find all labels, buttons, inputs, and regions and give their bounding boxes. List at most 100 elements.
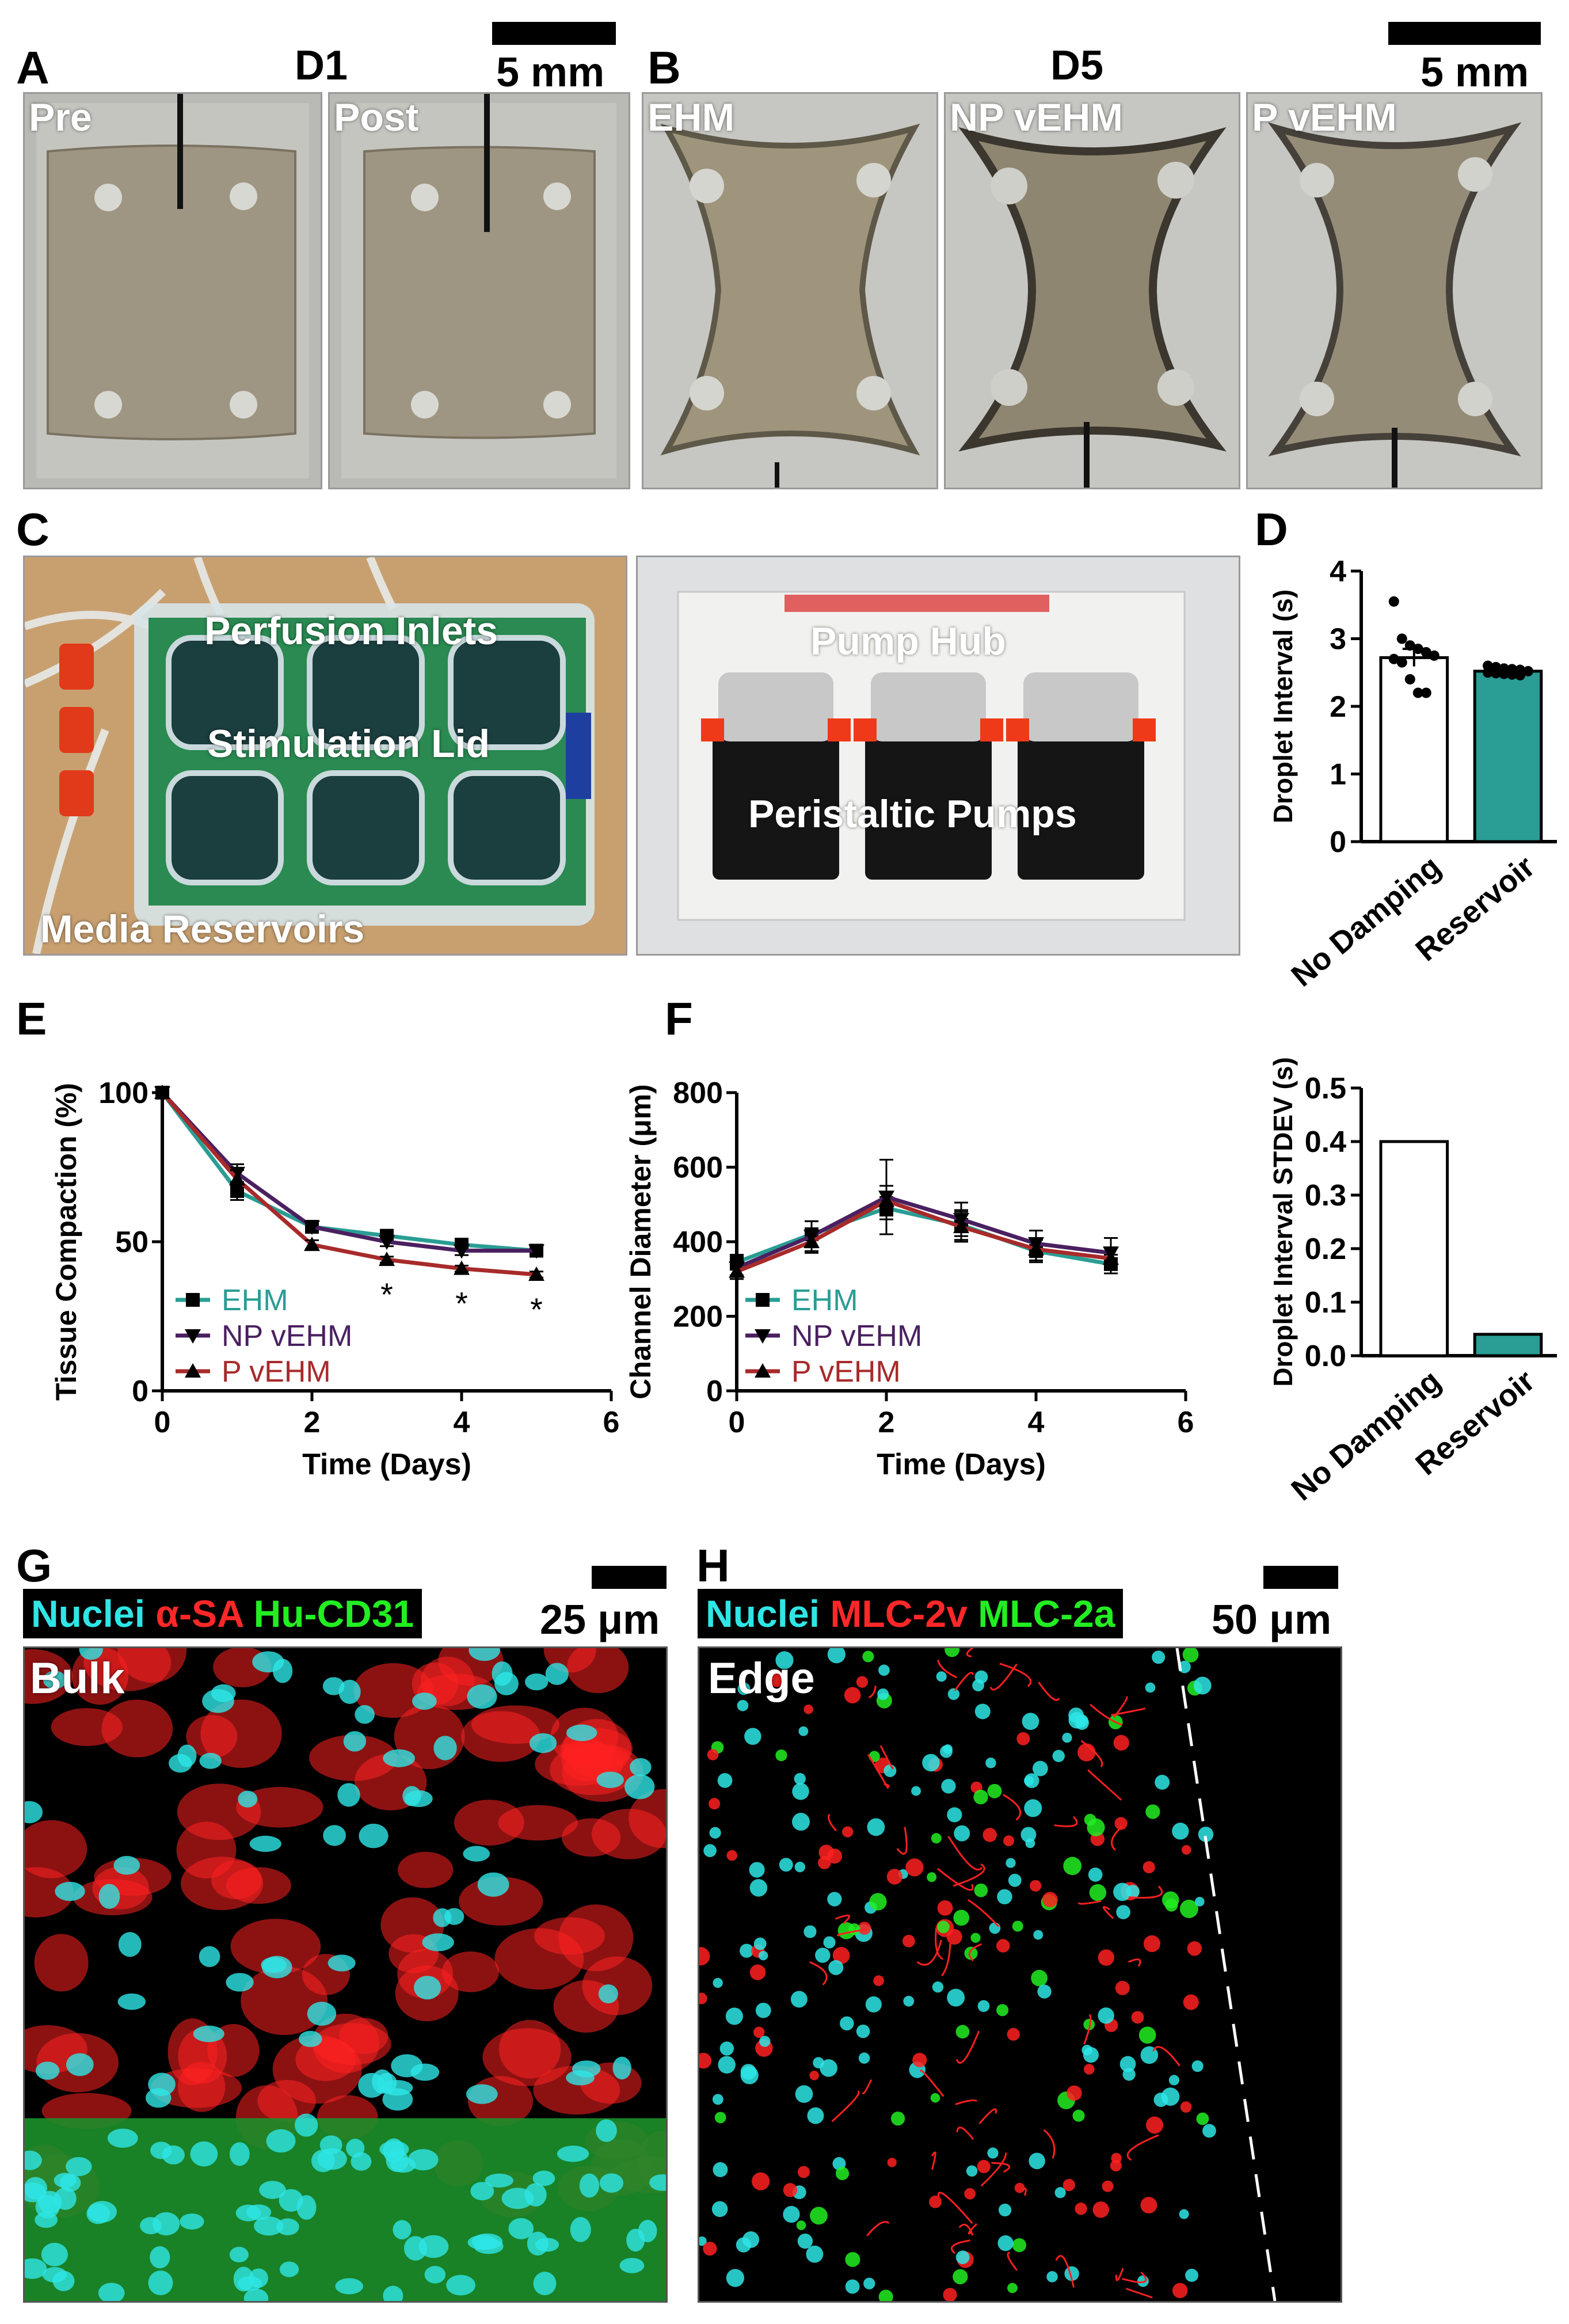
y-tick-label: 0 (706, 1375, 723, 1408)
x-tick-label: 2 (878, 1406, 895, 1439)
marker-triangle-up (154, 1085, 170, 1099)
cell-marker (744, 1728, 761, 1745)
nucleus (54, 2173, 77, 2188)
marker-triangle-up (953, 1219, 969, 1234)
cell-marker (922, 1754, 940, 1772)
cell-marker (755, 2002, 771, 2018)
cell-marker (749, 1964, 766, 1980)
cell-marker (798, 1726, 809, 1736)
fiber (1115, 2268, 1124, 2281)
nucleus (296, 2195, 317, 2220)
photo-np-vehm (944, 92, 1240, 489)
marker-square (756, 1293, 770, 1307)
cell-marker (713, 1977, 723, 1988)
x-tick-label: 4 (454, 1406, 470, 1439)
cell-marker (1084, 2064, 1095, 2075)
cell-marker (783, 2183, 798, 2197)
nucleus (529, 1733, 557, 1754)
photo-p-vehm (1246, 92, 1543, 489)
nucleus (477, 1872, 509, 1897)
cell-marker (878, 2289, 893, 2304)
cell-marker (1145, 1682, 1156, 1693)
data-point (1515, 670, 1525, 680)
micrograph-edge (691, 1642, 1342, 2304)
cell-marker (803, 1704, 813, 1714)
cell-cytoplasm (272, 2034, 362, 2104)
cell-cytoplasm (494, 1928, 584, 1990)
data-point (1421, 647, 1431, 657)
nucleus (393, 2220, 412, 2240)
micrograph-image (0, 1617, 699, 2308)
x-tick-label: No Damping (1285, 1363, 1447, 1507)
legend-label: P vEHM (791, 1355, 901, 1389)
cell-marker (1196, 2112, 1209, 2125)
nucleus (630, 1758, 652, 1777)
nucleus (150, 2246, 170, 2269)
fiber (837, 1929, 866, 1937)
cell-marker (858, 2052, 870, 2064)
photo-pump-hub (636, 556, 1240, 956)
cell-marker (997, 1889, 1012, 1905)
cell-marker (974, 1670, 988, 1684)
cell-marker (1119, 2056, 1136, 2072)
cell-marker (1140, 2197, 1157, 2213)
nucleus (337, 1783, 360, 1807)
fiber (1022, 2188, 1027, 2196)
cell-marker (1025, 1838, 1035, 1848)
cell-marker (1172, 2283, 1188, 2299)
cell-marker (1179, 1899, 1198, 1918)
nucleus (596, 2119, 617, 2142)
cell-marker (858, 1922, 871, 1935)
nucleus (66, 2156, 92, 2177)
cell-marker (753, 1937, 767, 1950)
cell-marker (712, 2094, 723, 2105)
cell-marker (758, 1950, 768, 1961)
bar-reservoir (1473, 1333, 1543, 1357)
fiber (931, 2151, 936, 2170)
nucleus (599, 2173, 624, 2193)
marker-triangle-down (454, 1244, 470, 1259)
cell-cytoplasm (441, 1951, 499, 1992)
cell-marker (1062, 2178, 1075, 2192)
cell-marker (911, 1786, 921, 1796)
bar-reservoir (1473, 670, 1543, 843)
nucleus (43, 1671, 66, 1690)
micrograph-bulk (0, 1617, 699, 2308)
nucleus (299, 2030, 322, 2047)
nucleus (323, 1825, 346, 1846)
nucleus (379, 2140, 409, 2158)
nucleus (343, 1731, 367, 1752)
nucleus (54, 2187, 77, 2210)
cell-marker (856, 2024, 870, 2038)
fiber (1087, 1770, 1122, 1801)
nucleus (524, 1673, 549, 1691)
nucleus (266, 2129, 296, 2153)
nucleus (596, 1771, 624, 1788)
nucleus (463, 1846, 490, 1862)
y-tick-label: 100 (98, 1077, 148, 1110)
cell-marker (827, 1848, 842, 1864)
x-tick-label: No Damping (1285, 849, 1447, 993)
cell-marker (878, 1664, 890, 1676)
cell-marker (1187, 1941, 1202, 1956)
nucleus (211, 1684, 236, 1702)
nucleus (414, 1976, 441, 2000)
fiber (951, 2239, 970, 2254)
cell-marker (844, 1687, 861, 1703)
cell-marker (703, 1844, 717, 1857)
cell-marker (810, 2207, 828, 2225)
bar-no-damping (1379, 656, 1449, 843)
nucleus (612, 2056, 631, 2080)
cell-cytoplasm (421, 1656, 474, 1706)
cell-cytoplasm (71, 1646, 129, 1705)
series-line-p-vehm (736, 1198, 1111, 1274)
cell-marker (873, 1975, 884, 1986)
cell-marker (987, 2147, 999, 2159)
cell-marker (1145, 1804, 1160, 1819)
nucleus (566, 1724, 597, 1741)
cell-cytoplasm (101, 1699, 173, 1758)
nucleus (279, 2261, 299, 2277)
cell-marker (1007, 2028, 1020, 2041)
nucleus (532, 2170, 555, 2186)
